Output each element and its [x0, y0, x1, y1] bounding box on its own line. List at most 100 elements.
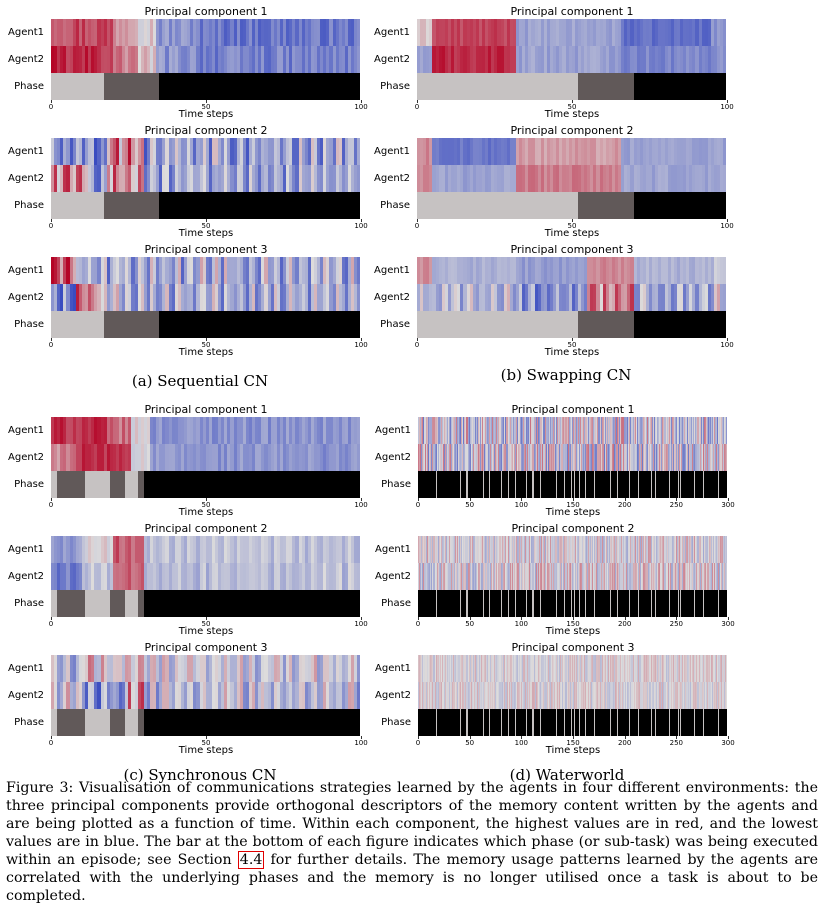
heat-cell [137, 444, 141, 471]
heat-cell [628, 655, 630, 682]
heat-cell [662, 655, 664, 682]
heat-cell [474, 444, 476, 471]
heat-cell [357, 46, 361, 73]
heat-cell [670, 590, 672, 617]
heat-cell [688, 471, 690, 498]
heat-cell [112, 417, 116, 444]
heat-cell [531, 536, 533, 563]
heat-cell [500, 311, 504, 338]
heat-cell [317, 284, 321, 311]
heat-cell [637, 444, 639, 471]
heat-cell [531, 138, 535, 165]
heat-cell [546, 417, 548, 444]
x-tick [51, 498, 52, 501]
heat-cell [534, 192, 538, 219]
heat-cell [718, 655, 720, 682]
heat-cell [616, 444, 618, 471]
heat-cell [496, 655, 498, 682]
heat-cell [704, 284, 708, 311]
heat-cell [137, 709, 141, 736]
heat-cell [434, 536, 436, 563]
heat-cell [661, 311, 665, 338]
heat-cell [424, 655, 426, 682]
heat-cell [553, 471, 555, 498]
heat-cell [562, 563, 564, 590]
heat-cell [584, 138, 588, 165]
heat-cell [85, 73, 89, 100]
heat-cell [103, 682, 107, 709]
heat-cell [506, 471, 508, 498]
heat-cell [72, 444, 76, 471]
heat-cell [658, 590, 660, 617]
heat-cell [242, 709, 246, 736]
heat-cell [438, 165, 442, 192]
heat-cell [565, 46, 569, 73]
heat-cell [559, 563, 561, 590]
heat-cell [214, 709, 219, 736]
heat-cell [673, 444, 675, 471]
heat-cell [509, 138, 513, 165]
heat-cell [473, 536, 475, 563]
heat-cell [683, 471, 685, 498]
heat-cell [497, 19, 501, 46]
agent-1-row-strip [417, 19, 727, 46]
heat-cell [221, 138, 225, 165]
heat-cell [484, 471, 486, 498]
x-tick [361, 498, 362, 501]
component-title: Principal component 3 [144, 641, 268, 654]
heat-cell [656, 590, 658, 617]
heat-cell [531, 417, 533, 444]
heat-cell [709, 655, 711, 682]
heat-cell [719, 444, 721, 471]
heat-cell [667, 590, 669, 617]
heat-cell [591, 536, 593, 563]
heat-cell [626, 417, 628, 444]
heat-cell [649, 417, 651, 444]
heat-cell [63, 73, 67, 100]
heat-cell [451, 46, 455, 73]
heat-cell [602, 284, 606, 311]
heat-cell [627, 165, 631, 192]
heat-cell [218, 655, 222, 682]
heat-cell [467, 655, 469, 682]
x-tick [727, 338, 728, 341]
heat-cell [485, 284, 489, 311]
heat-cell [543, 590, 545, 617]
heat-cell [686, 655, 688, 682]
heat-cell [626, 563, 628, 590]
heat-cell [69, 709, 73, 736]
heat-cell [115, 563, 120, 590]
heat-cell [595, 536, 597, 563]
heat-cell [625, 655, 627, 682]
heat-cell [633, 536, 635, 563]
heat-cell [348, 444, 352, 471]
heat-cell [505, 417, 507, 444]
heat-cell [357, 536, 361, 563]
heat-cell [508, 536, 510, 563]
heat-cell [439, 417, 441, 444]
heat-cell [180, 590, 185, 617]
heat-cell [218, 682, 222, 709]
heat-cell [577, 46, 581, 73]
heat-cell [652, 284, 656, 311]
x-axis-label: Time steps [178, 626, 234, 637]
heat-cell [633, 19, 637, 46]
heat-cell [307, 590, 311, 617]
heat-cell [725, 471, 727, 498]
heat-cell [159, 311, 163, 338]
heat-cell [554, 563, 556, 590]
heat-cell [196, 257, 200, 284]
heat-cell [595, 471, 597, 498]
heat-cell [538, 655, 540, 682]
heat-cell [69, 590, 73, 617]
heat-cell [184, 192, 188, 219]
heat-cell [432, 192, 436, 219]
heat-cell [106, 709, 110, 736]
heat-cell [593, 536, 595, 563]
heat-cell [301, 19, 305, 46]
heat-cell [193, 471, 197, 498]
heat-cell [298, 311, 302, 338]
heat-cell [69, 138, 73, 165]
heat-cell [470, 563, 472, 590]
heat-cell [472, 192, 476, 219]
